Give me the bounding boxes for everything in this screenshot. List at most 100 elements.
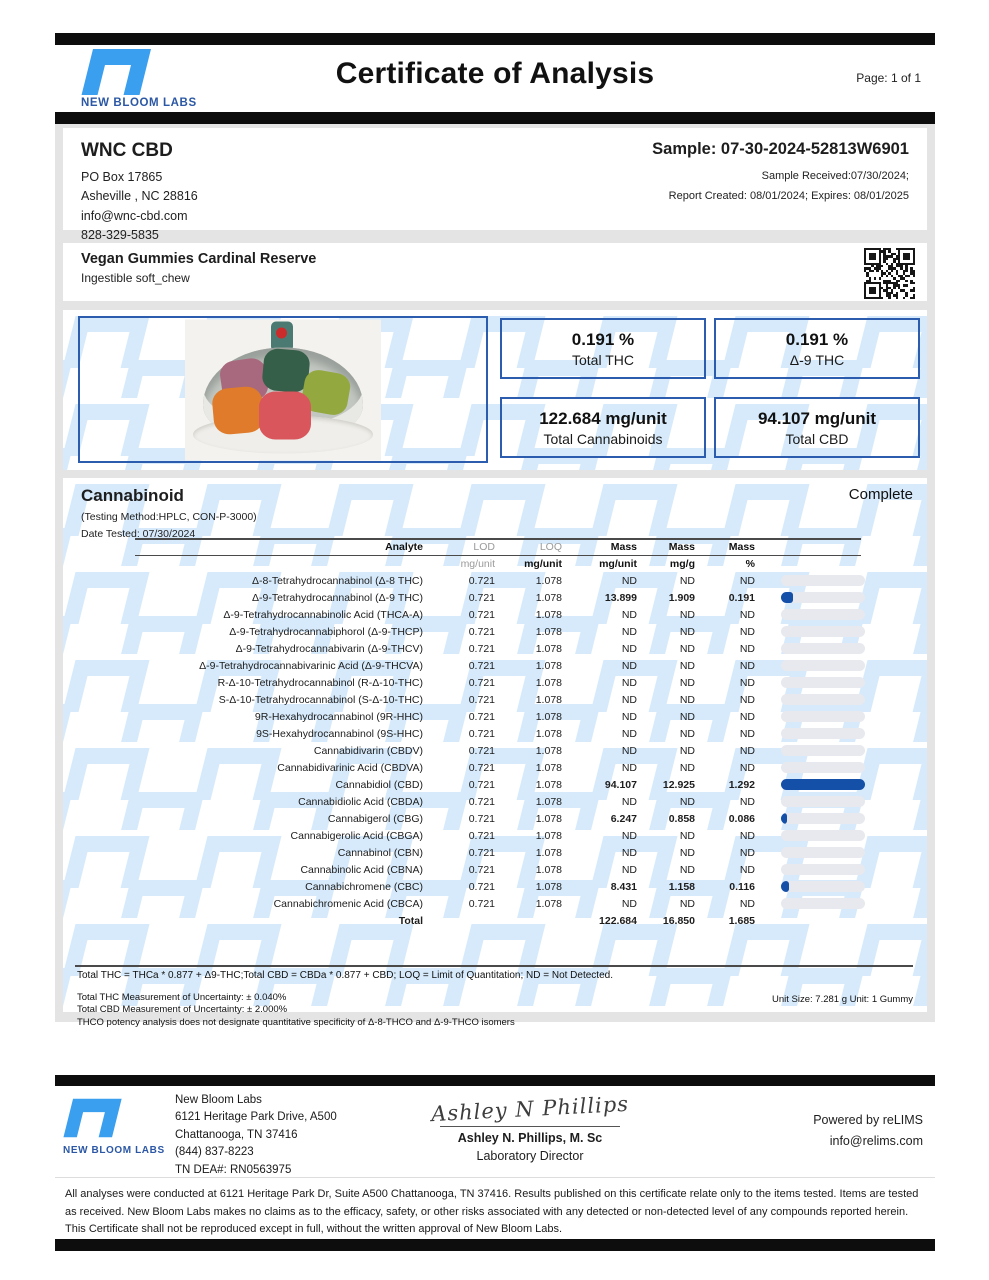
footer-divider <box>55 1177 935 1178</box>
unit-mass1: mg/unit <box>599 557 637 570</box>
analyte-pct: ND <box>739 846 755 859</box>
metric-total-thc: 0.191 % Total THC <box>500 318 706 379</box>
analyte-row: Cannabichromene (CBC) 0.721 1.078 8.431 … <box>135 878 865 895</box>
metric-total-cbd: 94.107 mg/unit Total CBD <box>714 397 920 458</box>
analyte-mass-unit: ND <box>621 659 637 672</box>
analyte-loq: 1.078 <box>535 846 562 859</box>
analyte-bar-cell <box>757 793 865 810</box>
analyte-loq: 1.078 <box>535 659 562 672</box>
unit-loq: mg/unit <box>524 557 562 570</box>
analyte-bar-cell <box>757 589 865 606</box>
analyte-mass-g: 12.925 <box>662 778 695 791</box>
analyte-name: R-Δ-10-Tetrahydrocannabinol (R-Δ-10-THC) <box>217 676 423 689</box>
analyte-lod: 0.721 <box>468 863 495 876</box>
sample-id: Sample: 07-30-2024-52813W6901 <box>652 140 909 158</box>
analyte-loq: 1.078 <box>535 778 562 791</box>
analyte-bar-cell <box>757 878 865 895</box>
analyte-lod: 0.721 <box>468 829 495 842</box>
analyte-loq: 1.078 <box>535 642 562 655</box>
mass-bar-track <box>781 626 865 637</box>
analyte-mass-g: ND <box>679 863 695 876</box>
analyte-mass-g: 1.909 <box>668 591 695 604</box>
analyte-lod: 0.721 <box>468 880 495 893</box>
col-mass-g: Mass <box>639 538 697 556</box>
analyte-pct: ND <box>739 863 755 876</box>
client-address2: Asheville , NC 28816 <box>81 189 198 204</box>
analyte-row: Cannabidiolic Acid (CBDA) 0.721 1.078 ND… <box>135 793 865 810</box>
client-email: info@wnc-cbd.com <box>81 208 188 223</box>
mass-bar-track <box>781 575 865 586</box>
analyte-pct: ND <box>739 608 755 621</box>
mass-bar-track <box>781 762 865 773</box>
lab-address2: Chattanooga, TN 37416 <box>175 1128 298 1141</box>
analyte-row: Cannabidiol (CBD) 0.721 1.078 94.107 12.… <box>135 776 865 793</box>
analyte-pct: ND <box>739 897 755 910</box>
gummy-red <box>259 391 311 439</box>
signature-handwriting: Ashley N Phillips <box>430 1091 630 1127</box>
analyte-pct: 0.086 <box>728 812 755 825</box>
analyte-loq: 1.078 <box>535 897 562 910</box>
mass-bar-track <box>781 728 865 739</box>
analyte-mass-unit: ND <box>621 846 637 859</box>
analyte-bar-cell <box>757 606 865 623</box>
top-black-bar <box>55 33 935 45</box>
analyte-name: Cannabinol (CBN) <box>337 846 423 859</box>
analyte-pct: ND <box>739 744 755 757</box>
analyte-mass-g: ND <box>679 727 695 740</box>
analyte-mass-unit: ND <box>621 829 637 842</box>
newbloom-logo-icon <box>81 49 151 95</box>
mass-bar-fill <box>781 813 787 824</box>
mass-bar-fill <box>781 881 789 892</box>
header-black-bar <box>55 112 935 124</box>
powered-by: Powered by reLIMS <box>813 1113 923 1127</box>
analyte-loq: 1.078 <box>535 591 562 604</box>
footer-logo-icon <box>63 1098 122 1138</box>
analyte-loq: 1.078 <box>535 829 562 842</box>
d9-thc-label: Δ-9 THC <box>789 351 845 368</box>
analyte-mass-unit: 8.431 <box>610 880 637 893</box>
analyte-loq: 1.078 <box>535 710 562 723</box>
total-cbd-label: Total CBD <box>785 430 849 447</box>
analyte-bar-cell <box>757 725 865 742</box>
testing-method: (Testing Method:HPLC, CON-P-3000) <box>81 511 257 523</box>
signer-name: Ashley N. Phillips, M. Sc <box>457 1131 603 1145</box>
footnote-divider <box>75 965 913 967</box>
mass-bar-track <box>781 592 865 603</box>
analyte-mass-unit: 94.107 <box>604 778 637 791</box>
metric-d9-thc: 0.191 % Δ-9 THC <box>714 318 920 379</box>
cannabinoid-card: Cannabinoid Complete (Testing Method:HPL… <box>63 478 927 1028</box>
analyte-loq: 1.078 <box>535 625 562 638</box>
analyte-table: Analyte LOD LOQ Mass Mass Mass mg/unit m… <box>135 538 865 929</box>
lab-name: New Bloom Labs <box>175 1094 262 1106</box>
analyte-loq: 1.078 <box>535 676 562 689</box>
analyte-pct: ND <box>739 625 755 638</box>
analyte-name: Cannabinolic Acid (CBNA) <box>300 863 423 876</box>
analyte-bar-cell <box>757 861 865 878</box>
mass-bar-track <box>781 711 865 722</box>
total-row: Total 122.684 16.850 1.685 <box>135 912 861 929</box>
analyte-mass-g: ND <box>679 829 695 842</box>
mass-bar-track <box>781 745 865 756</box>
analyte-pct: ND <box>739 642 755 655</box>
analyte-mass-unit: ND <box>621 710 637 723</box>
analyte-row: Cannabigerolic Acid (CBGA) 0.721 1.078 N… <box>135 827 865 844</box>
unit-mass2: mg/g <box>669 557 695 570</box>
analyte-name: 9S-Hexahydrocannabinol (9S-HHC) <box>256 727 423 740</box>
analyte-name: S-Δ-10-Tetrahydrocannabinol (S-Δ-10-THC) <box>218 693 423 706</box>
analyte-mass-unit: ND <box>621 863 637 876</box>
client-address1: PO Box 17865 <box>81 170 163 184</box>
analyte-lod: 0.721 <box>468 778 495 791</box>
analyte-name: Cannabigerol (CBG) <box>327 812 423 825</box>
analyte-mass-unit: ND <box>621 761 637 774</box>
mass-bar-track <box>781 779 865 790</box>
analyte-lod: 0.721 <box>468 795 495 808</box>
col-mass-pct: Mass <box>697 538 757 556</box>
page-number: Page: 1 of 1 <box>856 71 921 85</box>
analyte-lod: 0.721 <box>468 693 495 706</box>
calculation-footnote: Total THC = THCa * 0.877 + Δ9-THC;Total … <box>77 970 613 981</box>
analyte-lod: 0.721 <box>468 761 495 774</box>
analyte-loq: 1.078 <box>535 693 562 706</box>
analyte-name: Δ-9-Tetrahydrocannabinolic Acid (THCA-A) <box>223 608 423 621</box>
analyte-row: Δ-9-Tetrahydrocannabinol (Δ-9 THC) 0.721… <box>135 589 865 606</box>
lab-phone: (844) 837-8223 <box>175 1146 254 1159</box>
